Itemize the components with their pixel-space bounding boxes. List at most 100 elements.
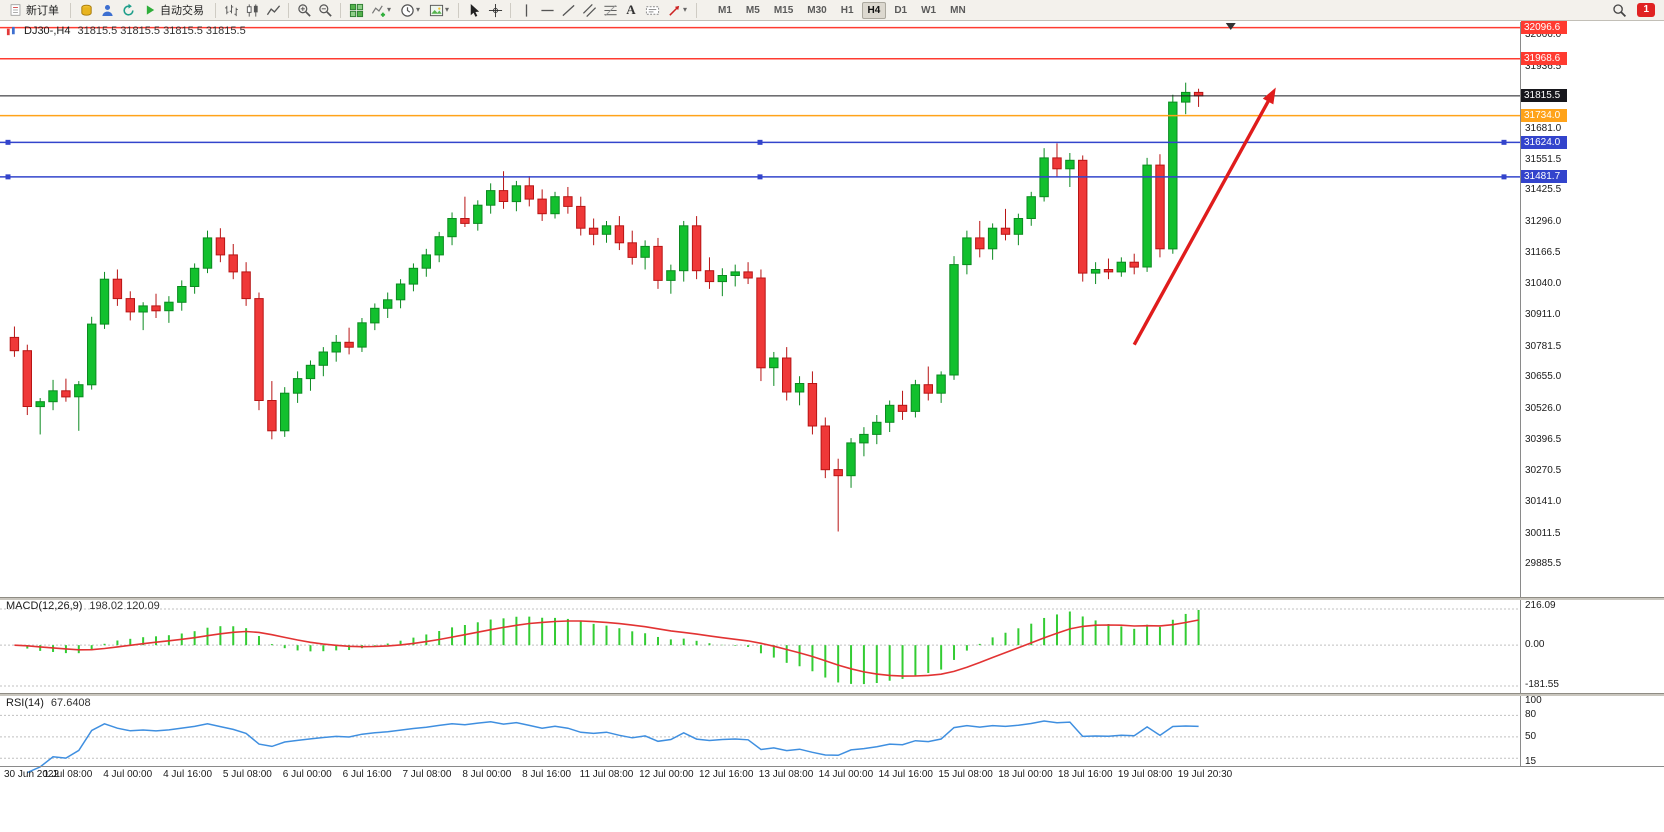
line-handle[interactable] [757,174,763,180]
vertical-line-icon[interactable] [516,1,536,19]
timeframe-button-d1[interactable]: D1 [894,4,908,16]
bull-candle [318,351,329,366]
bear-candle [782,357,792,393]
timeframe-button-h4[interactable]: H4 [861,1,887,19]
text-icon[interactable]: A [626,2,636,17]
search-icon[interactable] [1609,1,1629,19]
trendline-icon[interactable] [558,1,578,19]
time-axis-label: 4 Jul 16:00 [163,769,213,780]
indicators-icon[interactable]: ▾ [367,1,395,19]
timeframe-button-m30[interactable]: M30 [807,4,827,16]
rsi-label: RSI(14) [6,697,44,709]
rsi-scale-label: 50 [1525,730,1537,742]
toolbar-separator [70,2,71,18]
bull-candle [189,267,200,287]
price-axis-label: 30655.0 [1525,371,1562,383]
time-axis-label: 7 Jul 08:00 [402,769,452,780]
bear-candle [1103,269,1114,273]
bull-candle [1181,91,1191,103]
price-axis-label: 30526.0 [1525,402,1562,414]
tile-windows-icon[interactable] [346,1,366,19]
time-axis-label: 4 Jul 00:00 [103,769,153,780]
trend-arrow-line[interactable] [1132,95,1273,346]
price-axis-label: 30011.5 [1525,527,1561,539]
line-handle[interactable] [1501,139,1507,145]
panel-splitter[interactable] [0,693,1664,696]
bear-candle [588,227,599,235]
zoom-out-icon[interactable] [315,1,335,19]
rsi-scale-label: 80 [1525,709,1537,721]
auto-trading-label: 自动交易 [160,5,204,17]
trend-arrow-head[interactable] [1262,87,1276,105]
line-chart-icon[interactable] [263,1,283,19]
bull-candle [138,305,148,313]
bull-candle [421,254,432,269]
timeframe-button-mn[interactable]: MN [950,4,966,16]
line-handle[interactable] [1501,174,1507,180]
time-axis-label: 19 Jul 20:30 [1177,769,1233,780]
time-axis-label: 15 Jul 08:00 [938,769,993,780]
auto-trading-button[interactable]: 自动交易 [139,1,210,19]
chart-shift-marker[interactable] [1225,23,1236,30]
toolbar-separator [458,2,459,18]
time-axis-label: 8 Jul 16:00 [522,769,572,780]
timeframe-button-h1[interactable]: H1 [840,4,854,16]
price-axis-label: 31040.0 [1525,278,1562,290]
bull-candle [949,264,959,376]
coins-icon[interactable] [76,1,96,19]
panel-splitter[interactable] [0,597,1664,600]
macd-scale-label: -181.55 [1525,679,1559,690]
timeframe-button-w1[interactable]: W1 [921,4,937,16]
bear-candle [691,225,702,272]
channel-icon[interactable] [579,1,599,19]
line-handle[interactable] [5,139,11,145]
arrows-icon[interactable]: ▾ [663,1,691,19]
templates-icon[interactable]: ▾ [425,1,453,19]
candlestick-chart-icon[interactable] [242,1,262,19]
bull-candle [1065,159,1075,170]
bull-candle [846,442,856,477]
refresh-icon[interactable] [118,1,138,19]
periods-icon[interactable]: ▾ [396,1,424,19]
bear-candle [563,196,573,207]
time-axis-separator [0,766,1664,767]
chart-symbol-period: DJ30-,H4 [24,25,71,37]
bull-candle [872,421,882,435]
macd-values: 198.02 120.09 [89,600,160,612]
text-label-icon[interactable] [642,1,662,19]
bear-candle [524,185,534,200]
price-axis-label: 30781.5 [1525,340,1562,352]
timeframe-button-m5[interactable]: M5 [745,4,760,16]
bull-candle [1013,218,1024,235]
crosshair-icon[interactable] [485,1,505,19]
horizontal-line-icon[interactable] [537,1,557,19]
user-icon[interactable] [97,1,117,19]
rsi-scale-label: 15 [1525,755,1537,767]
time-axis-label: 14 Jul 16:00 [878,769,934,780]
new-order-button[interactable]: 新订单 [3,1,65,19]
cursor-icon[interactable] [464,1,484,19]
zoom-in-icon[interactable] [294,1,314,19]
bull-candle [1026,196,1036,219]
rsi-header: RSI(14) 67.6408 [6,697,91,709]
notification-badge[interactable]: 1 [1637,3,1655,17]
fibonacci-icon[interactable] [600,1,620,19]
bear-candle [820,425,830,471]
line-handle[interactable] [5,174,11,180]
bull-candle [395,283,406,301]
toolbar-separator [510,2,511,18]
price-axis-label: 31425.5 [1525,184,1562,196]
new-order-label: 新订单 [26,5,59,17]
time-axis-label: 11 Jul 08:00 [579,769,634,780]
bull-candle [473,204,483,224]
timeframe-button-m15[interactable]: M15 [773,4,794,16]
macd-label: MACD(12,26,9) [6,600,83,612]
price-axis-label: 30911.0 [1525,309,1561,321]
line-handle[interactable] [757,139,763,145]
time-axis-label: 30 Jun 2022 [4,769,60,780]
rsi-value: 67.6408 [50,697,91,709]
bars-chart-icon[interactable] [221,1,241,19]
bull-candle [177,286,187,303]
timeframe-button-m1[interactable]: M1 [718,4,732,16]
